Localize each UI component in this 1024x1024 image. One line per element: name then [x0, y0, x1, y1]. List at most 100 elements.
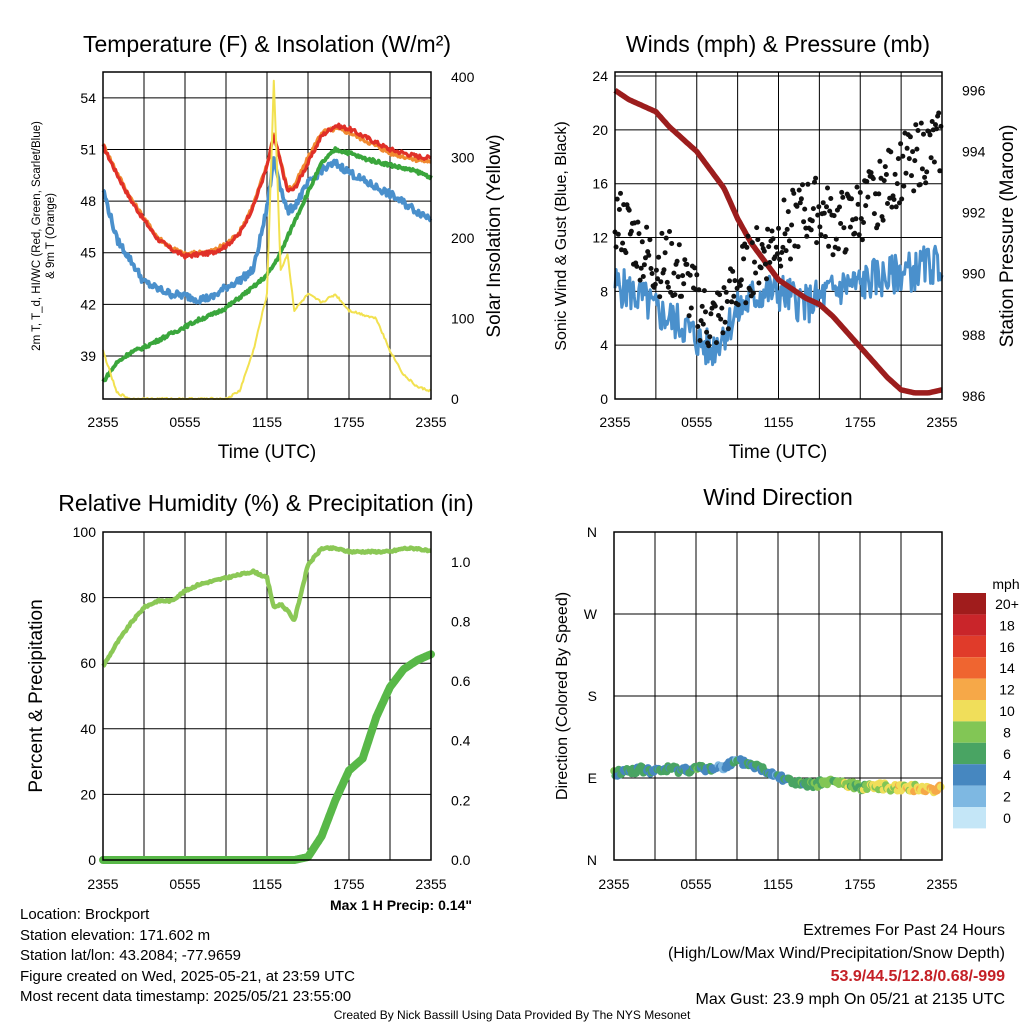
- gust-point: [921, 131, 926, 137]
- gust-point: [665, 284, 671, 290]
- winds-y-tick-label: 8: [600, 283, 608, 299]
- gust-point: [717, 292, 723, 298]
- gust-point: [936, 110, 942, 116]
- humidity-x-tick-label: 2355: [415, 876, 446, 892]
- gust-point: [730, 268, 736, 274]
- temperature-x-tick-label: 0555: [169, 414, 200, 430]
- gust-point: [738, 277, 744, 283]
- insolation-y-tick-label: 200: [451, 230, 475, 246]
- gust-point: [924, 169, 930, 175]
- gust-point: [899, 196, 905, 202]
- gust-point: [762, 261, 768, 267]
- gust-point: [765, 226, 771, 232]
- winds-x-tick-label: 1755: [845, 414, 876, 430]
- gust-point: [682, 257, 688, 263]
- speed-colorbar-swatch: [953, 678, 986, 700]
- gust-point: [864, 179, 870, 184]
- gust-point: [676, 242, 682, 248]
- gust-point: [712, 303, 718, 309]
- gust-point: [868, 170, 874, 176]
- gust-point: [914, 146, 920, 152]
- gust-point: [646, 252, 652, 258]
- gust-point: [769, 228, 775, 234]
- speed-colorbar-swatch: [953, 807, 986, 829]
- gust-point: [912, 158, 918, 164]
- gust-point: [906, 156, 912, 162]
- speed-colorbar-label: 20+: [995, 596, 1019, 612]
- humidity-panel: Relative Humidity (%) & Precipitation (i…: [26, 490, 474, 913]
- gust-point: [778, 263, 784, 269]
- gust-point: [934, 126, 939, 132]
- gust-point: [669, 241, 675, 246]
- gust-point: [854, 184, 860, 190]
- precip-y-tick-label: 1.0: [451, 554, 471, 570]
- gust-point: [861, 220, 866, 225]
- gust-point: [782, 231, 788, 237]
- gust-point: [723, 289, 729, 295]
- gust-point: [903, 170, 909, 176]
- gust-point: [849, 196, 854, 202]
- pressure-y-tick-label: 990: [962, 266, 986, 282]
- gust-point: [696, 287, 702, 293]
- relative-humidity-series: [101, 545, 433, 668]
- gust-point: [837, 204, 842, 210]
- gust-point: [767, 260, 773, 265]
- temperature-x-tick-label: 2355: [87, 414, 118, 430]
- gust-point: [937, 168, 943, 174]
- temperature-plot-frame: [102, 71, 432, 400]
- gust-point: [858, 216, 864, 222]
- pressure-y-tick-label: 994: [962, 143, 986, 159]
- gust-point: [699, 303, 705, 309]
- gust-point: [674, 258, 680, 264]
- speed-colorbar-label: 6: [1003, 746, 1011, 762]
- gust-point: [818, 232, 824, 238]
- gust-point: [706, 343, 712, 349]
- gust-point: [840, 194, 846, 200]
- speed-colorbar-swatch: [953, 657, 986, 679]
- gust-point: [835, 246, 841, 252]
- temperature-x-tick-label: 1755: [333, 414, 364, 430]
- gust-point: [810, 206, 816, 212]
- gust-point: [671, 270, 677, 276]
- gust-point: [923, 180, 929, 186]
- gust-point: [774, 251, 780, 257]
- gust-point: [656, 254, 662, 260]
- gust-point: [635, 219, 641, 225]
- gust-points: [612, 110, 944, 349]
- gust-point: [741, 256, 747, 262]
- gust-point: [687, 272, 693, 278]
- gust-point: [795, 244, 801, 250]
- humidity-x-tick-label: 2355: [87, 876, 118, 892]
- gust-point: [917, 182, 923, 188]
- gust-point: [647, 237, 653, 243]
- temperature-x-label: Time (UTC): [218, 442, 317, 463]
- gust-point: [720, 330, 726, 336]
- gust-point: [770, 236, 776, 242]
- winds-y-tick-label: 12: [592, 230, 608, 246]
- wind-direction-x-tick-label: 2355: [598, 876, 629, 892]
- insolation-y-tick-label: 300: [451, 149, 475, 165]
- humidity-x-tick-label: 1155: [252, 876, 282, 892]
- speed-colorbar-label: 12: [999, 682, 1015, 698]
- pressure-y-tick-label: 992: [962, 205, 986, 221]
- gust-point: [759, 242, 765, 247]
- gust-point: [808, 227, 814, 233]
- gust-point: [831, 213, 837, 219]
- gust-point: [785, 209, 791, 215]
- gust-point: [824, 204, 829, 210]
- gust-point: [692, 265, 698, 271]
- gust-point: [919, 166, 925, 172]
- gust-point: [704, 329, 710, 335]
- speed-colorbar-label: 14: [999, 660, 1015, 676]
- gust-point: [817, 224, 823, 230]
- gust-point: [639, 239, 645, 245]
- gust-point: [640, 274, 646, 279]
- gust-point: [753, 270, 759, 276]
- gust-point: [927, 132, 933, 138]
- insolation-y-tick-label: 0: [451, 391, 459, 407]
- gust-point: [852, 230, 858, 236]
- gust-point: [737, 283, 743, 288]
- gust-point: [688, 305, 694, 311]
- gust-point: [626, 207, 632, 213]
